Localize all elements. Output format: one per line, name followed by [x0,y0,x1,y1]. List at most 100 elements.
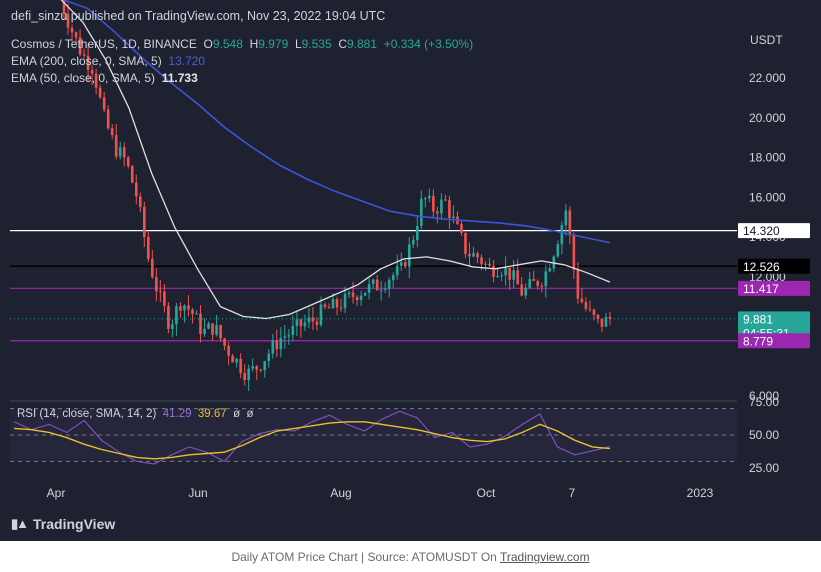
candle-body [560,225,564,245]
rsi-value: 41.29 [162,408,192,420]
candle-body [576,269,580,299]
candle-body [604,316,608,327]
open-value: 9.548 [212,37,243,51]
candle-body [327,307,331,309]
candle-body [163,291,166,306]
candle-body [488,263,491,266]
tradingview-logo[interactable]: ▮▲ TradingView [11,516,115,532]
caption-link[interactable]: Tradingview.com [499,550,590,564]
candle-body [126,157,130,167]
rsi-label: RSI (14, close, SMA, 14, 2) [17,408,157,420]
candle-body [436,211,439,214]
candle-body [271,340,275,354]
candle-body [130,166,134,183]
candle-body [383,288,387,290]
candle-body [207,323,210,329]
candle-body [195,313,198,315]
ema50-label: EMA (50, close, 0, SMA, 5) [11,71,156,85]
candle-body [323,304,327,308]
candle-body [480,257,483,265]
candle-body [82,54,86,56]
candle-body [331,299,335,309]
candle-body [114,135,118,157]
candle-body [476,253,479,258]
candle-body [516,270,519,285]
candle-body [395,265,399,276]
x-tick-label: 2023 [687,486,714,500]
candle-body [98,87,102,98]
candle-body [496,276,499,278]
candle-body [444,199,447,201]
candle-body [78,37,82,55]
candle-body [251,366,255,369]
candle-body [175,306,178,325]
candle-body [564,210,568,226]
candle-body [86,55,90,70]
candle-body [432,195,435,212]
candle-body [600,318,604,327]
candle-body [399,262,403,266]
candle-body [299,319,303,327]
candle-body [371,279,375,284]
candle-body [532,279,536,281]
candle-body [247,368,250,380]
candle-body [231,355,234,363]
price-tick-label: 22.000 [749,71,786,85]
candle-body [343,293,347,309]
candle-body [263,361,267,371]
candle-body [227,345,230,356]
high-label: H [249,37,259,51]
candle-body [584,302,588,309]
symbol-legend: Cosmos / TetherUS, 1D, BINANCE O9.548 H9… [11,37,473,51]
ema50-line [60,0,611,320]
candle-body [255,366,259,370]
candle-body [138,196,142,207]
candle-body [159,291,162,293]
candle-body [307,317,311,323]
close-value: 9.881 [347,37,378,51]
candle-body [106,109,110,129]
low-value: 9.535 [301,37,332,51]
candle-body [375,279,379,291]
rsi-extra-1: ø [233,408,241,420]
candle-body [311,317,315,322]
candle-body [608,316,612,319]
x-tick-label: Aug [330,486,351,500]
candle-body [70,27,74,33]
candle-body [203,328,206,335]
tradingview-icon: ▮▲ [11,516,29,531]
candle-body [239,358,242,374]
candle-body [528,279,532,288]
rsi-tick-label: 75.00 [749,395,779,409]
chart-canvas[interactable]: USDT6.00012.00014.00016.00018.00020.0002… [0,0,821,541]
candle-body [351,292,355,297]
candle-body [544,271,548,287]
candle-body [62,0,66,14]
candle-body [167,305,170,329]
close-label: C [338,37,347,51]
candle-body [235,358,238,363]
ema50-legend: EMA (50, close, 0, SMA, 5) 11.733 [11,71,198,85]
candle-body [508,267,511,280]
open-label: O [203,37,213,51]
candle-body [387,280,391,289]
candle-body [428,195,431,199]
candle-body [102,97,106,110]
candle-body [110,128,114,136]
tradingview-brand: TradingView [33,516,116,532]
rsi-legend: RSI (14, close, SMA, 14, 2) 41.29 39.67 … [17,408,254,420]
price-tick-label: 18.000 [749,151,786,165]
candle-body [199,313,202,335]
candle-body [540,285,544,287]
rsi-sma-line [13,421,611,460]
candle-body [411,239,415,245]
price-tag [738,333,810,349]
candle-body [420,198,423,227]
candle-body [452,216,455,219]
candle-body [74,32,78,38]
candle-body [367,283,371,293]
publish-line: defi_sinzu published on TradingView.com,… [11,9,386,23]
candle-body [143,206,146,237]
candle-body [215,325,218,335]
candle-body [403,262,407,267]
